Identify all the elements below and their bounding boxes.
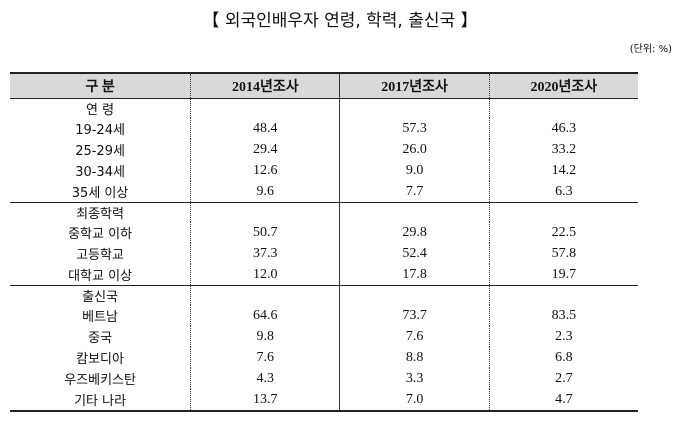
value-2017: 26.0 bbox=[339, 139, 488, 160]
header-category: 구 분 bbox=[85, 80, 115, 95]
group-label: 최종학력 bbox=[76, 207, 124, 222]
group-label: 출신국 bbox=[82, 290, 119, 305]
value-2017: 57.3 bbox=[339, 118, 488, 139]
value-2020: 19.7 bbox=[488, 264, 638, 285]
empty-cell bbox=[488, 99, 638, 118]
empty-cell bbox=[339, 286, 488, 305]
value-2020: 57.8 bbox=[488, 243, 638, 264]
value-2017: 9.0 bbox=[339, 160, 488, 181]
value-2020: 14.2 bbox=[488, 160, 638, 181]
row-label: 중학교 이하 bbox=[68, 227, 133, 242]
header-2014: 2014년조사 bbox=[190, 74, 339, 98]
value-2017: 3.3 bbox=[339, 368, 488, 389]
row-label: 대학교 이상 bbox=[68, 269, 133, 284]
empty-cell bbox=[190, 203, 339, 222]
table-row: 중국 9.8 7.6 2.3 bbox=[10, 326, 638, 347]
row-label: 베트남 bbox=[82, 310, 119, 325]
row-label: 고등학교 bbox=[76, 248, 124, 263]
value-2020: 83.5 bbox=[488, 305, 638, 326]
value-2014: 7.6 bbox=[190, 347, 339, 368]
table-group: 연 령 19-24세 48.4 57.3 46.3 25-29세 29.4 26.0 33.2 3… bbox=[10, 99, 638, 203]
row-label: 30-34세 bbox=[75, 165, 125, 180]
data-table: 구 분 2014년조사 2017년조사 2020년조사 연 령 19-24세 48.… bbox=[10, 72, 638, 412]
value-2014: 9.8 bbox=[190, 326, 339, 347]
value-2020: 2.7 bbox=[488, 368, 638, 389]
value-2014: 50.7 bbox=[190, 222, 339, 243]
empty-cell bbox=[190, 99, 339, 118]
value-2020: 6.3 bbox=[488, 181, 638, 202]
empty-cell bbox=[190, 286, 339, 305]
table-row: 기타 나라 13.7 7.0 4.7 bbox=[10, 389, 638, 410]
row-label: 우즈베키스탄 bbox=[64, 373, 136, 388]
value-2020: 4.7 bbox=[488, 389, 638, 410]
table-row: 35세 이상 9.6 7.7 6.3 bbox=[10, 181, 638, 202]
value-2014: 48.4 bbox=[190, 118, 339, 139]
value-2014: 37.3 bbox=[190, 243, 339, 264]
row-label: 35세 이상 bbox=[71, 186, 129, 201]
value-2020: 6.8 bbox=[488, 347, 638, 368]
value-2014: 12.0 bbox=[190, 264, 339, 285]
unit-label: (단위: %) bbox=[629, 44, 672, 55]
value-2017: 7.7 bbox=[339, 181, 488, 202]
table-row: 베트남 64.6 73.7 83.5 bbox=[10, 305, 638, 326]
empty-cell bbox=[339, 99, 488, 118]
value-2017: 7.0 bbox=[339, 389, 488, 410]
group-header-row: 출신국 bbox=[10, 286, 638, 305]
value-2017: 8.8 bbox=[339, 347, 488, 368]
table-header: 구 분 2014년조사 2017년조사 2020년조사 bbox=[10, 72, 638, 99]
table-row: 우즈베키스탄 4.3 3.3 2.7 bbox=[10, 368, 638, 389]
value-2020: 2.3 bbox=[488, 326, 638, 347]
group-header-row: 연 령 bbox=[10, 99, 638, 118]
table-body: 연 령 19-24세 48.4 57.3 46.3 25-29세 29.4 26.0 33.2 3… bbox=[10, 99, 638, 412]
table-row: 대학교 이상 12.0 17.8 19.7 bbox=[10, 264, 638, 285]
value-2017: 29.8 bbox=[339, 222, 488, 243]
table-row: 중학교 이하 50.7 29.8 22.5 bbox=[10, 222, 638, 243]
table-group: 최종학력 중학교 이하 50.7 29.8 22.5 고등학교 37.3 52.4 57.8 대학… bbox=[10, 203, 638, 286]
group-header-row: 최종학력 bbox=[10, 203, 638, 222]
table-row: 19-24세 48.4 57.3 46.3 bbox=[10, 118, 638, 139]
value-2017: 7.6 bbox=[339, 326, 488, 347]
row-label: 중국 bbox=[88, 331, 113, 346]
empty-cell bbox=[488, 286, 638, 305]
value-2014: 64.6 bbox=[190, 305, 339, 326]
table-row: 캄보디아 7.6 8.8 6.8 bbox=[10, 347, 638, 368]
row-label: 19-24세 bbox=[75, 123, 125, 138]
value-2014: 29.4 bbox=[190, 139, 339, 160]
value-2020: 46.3 bbox=[488, 118, 638, 139]
page-title: 【 외국인배우자 연령, 학력, 출신국 】 bbox=[202, 11, 478, 31]
row-label: 기타 나라 bbox=[74, 394, 127, 409]
table-group: 출신국 베트남 64.6 73.7 83.5 중국 9.8 7.6 2.3 캄보디아 7.6 8.8 6… bbox=[10, 286, 638, 412]
table-row: 25-29세 29.4 26.0 33.2 bbox=[10, 139, 638, 160]
header-2020: 2020년조사 bbox=[488, 74, 638, 98]
value-2014: 13.7 bbox=[190, 389, 339, 410]
value-2020: 22.5 bbox=[488, 222, 638, 243]
group-label: 연 령 bbox=[86, 103, 115, 118]
table-row: 30-34세 12.6 9.0 14.2 bbox=[10, 160, 638, 181]
value-2014: 4.3 bbox=[190, 368, 339, 389]
value-2014: 12.6 bbox=[190, 160, 339, 181]
header-2017: 2017년조사 bbox=[339, 74, 488, 98]
empty-cell bbox=[339, 203, 488, 222]
row-label: 25-29세 bbox=[75, 144, 125, 159]
value-2014: 9.6 bbox=[190, 181, 339, 202]
value-2017: 52.4 bbox=[339, 243, 488, 264]
value-2017: 17.8 bbox=[339, 264, 488, 285]
row-label: 캄보디아 bbox=[76, 352, 124, 367]
table-row: 고등학교 37.3 52.4 57.8 bbox=[10, 243, 638, 264]
empty-cell bbox=[488, 203, 638, 222]
value-2017: 73.7 bbox=[339, 305, 488, 326]
value-2020: 33.2 bbox=[488, 139, 638, 160]
